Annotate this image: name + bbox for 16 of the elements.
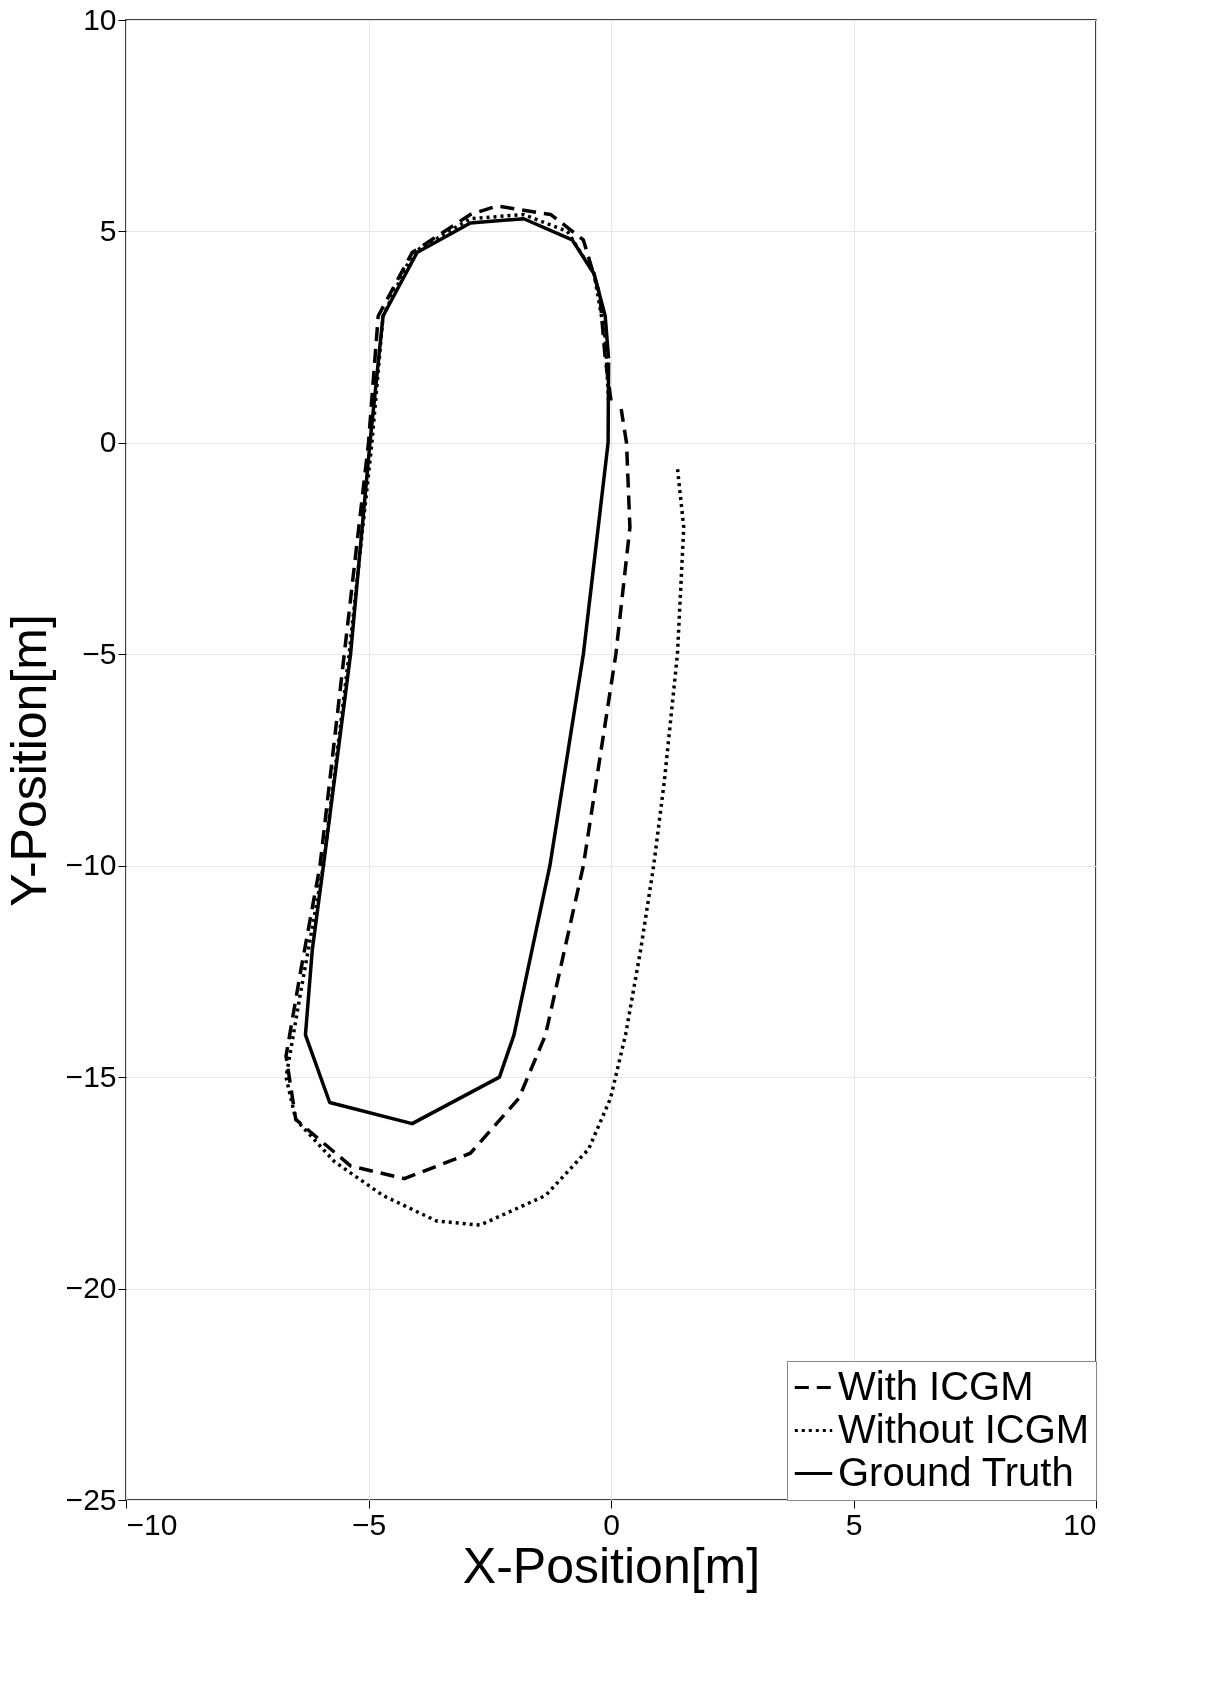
legend-label: With ICGM (838, 1363, 1034, 1408)
y-axis-title: Y-Position[m] (0, 614, 57, 907)
y-tick-label: 5 (99, 213, 117, 247)
y-tick-label: −25 (65, 1482, 117, 1516)
y-tick-label: 0 (99, 425, 117, 459)
legend-label: Ground Truth (838, 1449, 1074, 1494)
y-tick-label: −5 (82, 636, 117, 670)
x-tick-label: 10 (1063, 1507, 1097, 1541)
x-tick-label: −5 (351, 1507, 387, 1541)
y-tick-label: −20 (65, 1271, 117, 1305)
x-tick-label: −10 (126, 1507, 178, 1541)
y-tick-label: 10 (83, 2, 117, 36)
x-tick-label: 5 (845, 1507, 863, 1541)
y-tick-label: −10 (65, 848, 117, 882)
legend-label: Without ICGM (838, 1406, 1090, 1451)
y-tick-label: −15 (65, 1059, 117, 1093)
